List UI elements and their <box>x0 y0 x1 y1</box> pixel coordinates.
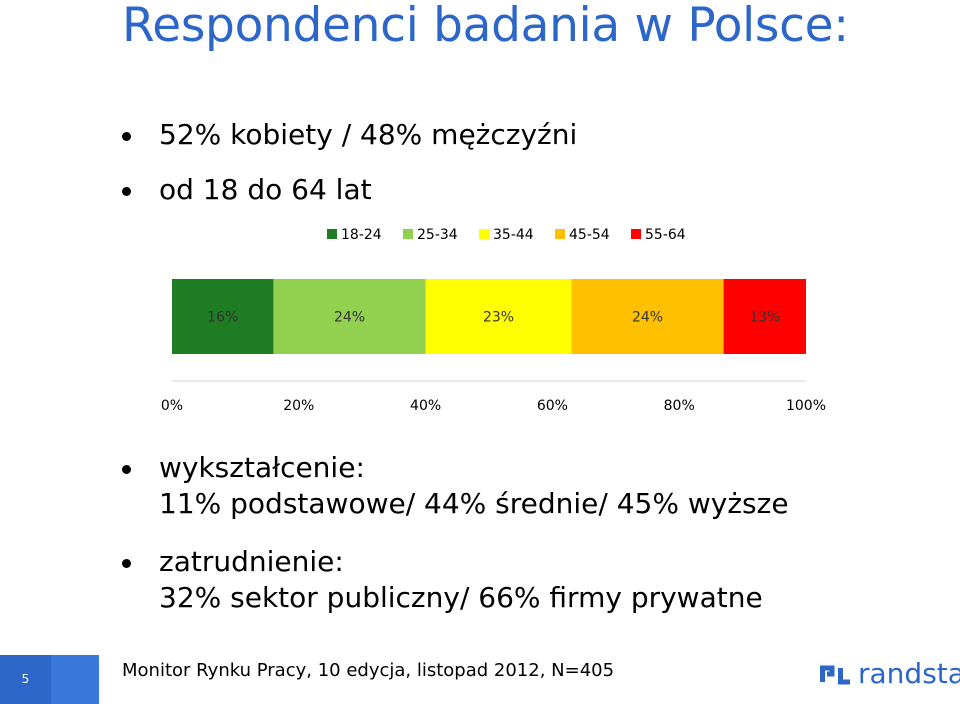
bar-data-label-3: 24% <box>632 310 663 326</box>
legend-label-2: 35-44 <box>493 227 534 243</box>
legend-label-4: 55-64 <box>645 227 686 243</box>
legend-label-1: 25-34 <box>417 227 458 243</box>
slide-title: Respondenci badania w Polsce: <box>122 0 849 53</box>
x-tick-label-3: 60% <box>537 398 568 414</box>
bullet-education-heading: wykształcenie: <box>159 451 365 484</box>
legend-swatch-3 <box>555 229 565 239</box>
randstad-logo: randstad <box>818 656 960 692</box>
legend-label-3: 45-54 <box>569 227 610 243</box>
page-number: 5 <box>21 672 30 686</box>
bullet-dot <box>122 559 131 568</box>
bar-segment-2 <box>425 279 572 354</box>
legend-swatch-0 <box>327 229 337 239</box>
x-tick-label-1: 20% <box>283 398 314 414</box>
footer-accent-box <box>51 655 99 704</box>
bullet-dot <box>122 465 131 474</box>
bar-data-label-4: 13% <box>749 310 780 326</box>
bullet-age-text: od 18 do 64 lat <box>159 173 372 206</box>
bar-segment-3 <box>571 279 724 354</box>
bar-data-label-2: 23% <box>483 310 514 326</box>
randstad-logo-text: randstad <box>858 657 960 690</box>
bullet-dot <box>122 187 131 196</box>
footer-source: Monitor Rynku Pracy, 10 edycja, listopad… <box>122 660 615 681</box>
legend-swatch-2 <box>479 229 489 239</box>
bullet-employment-detail: 32% sektor publiczny/ 66% firmy prywatne <box>159 581 763 614</box>
x-tick-label-0: 0% <box>161 398 183 414</box>
legend-swatch-1 <box>403 229 413 239</box>
x-tick-label-2: 40% <box>410 398 441 414</box>
bullet-dot <box>122 132 131 141</box>
bullet-education-detail: 11% podstawowe/ 44% średnie/ 45% wyższe <box>159 487 789 520</box>
age-distribution-chart: 18-24 25-34 35-44 45-54 55-64 16% 24% 23% 24% 13%… <box>161 227 826 414</box>
x-tick-label-4: 80% <box>664 398 695 414</box>
bar-segment-4 <box>723 279 806 354</box>
bullet-gender-text: 52% kobiety / 48% mężczyźni <box>159 118 578 151</box>
legend-swatch-4 <box>631 229 641 239</box>
legend-label-0: 18-24 <box>341 227 382 243</box>
bar-data-label-0: 16% <box>207 310 238 326</box>
x-tick-label-5: 100% <box>786 398 826 414</box>
bar-segment-0 <box>172 279 274 354</box>
footer-page-box <box>0 655 51 704</box>
randstad-logo-icon <box>820 665 850 685</box>
bar-segment-1 <box>273 279 426 354</box>
bar-data-label-1: 24% <box>334 310 365 326</box>
bullet-employment-heading: zatrudnienie: <box>159 545 344 578</box>
